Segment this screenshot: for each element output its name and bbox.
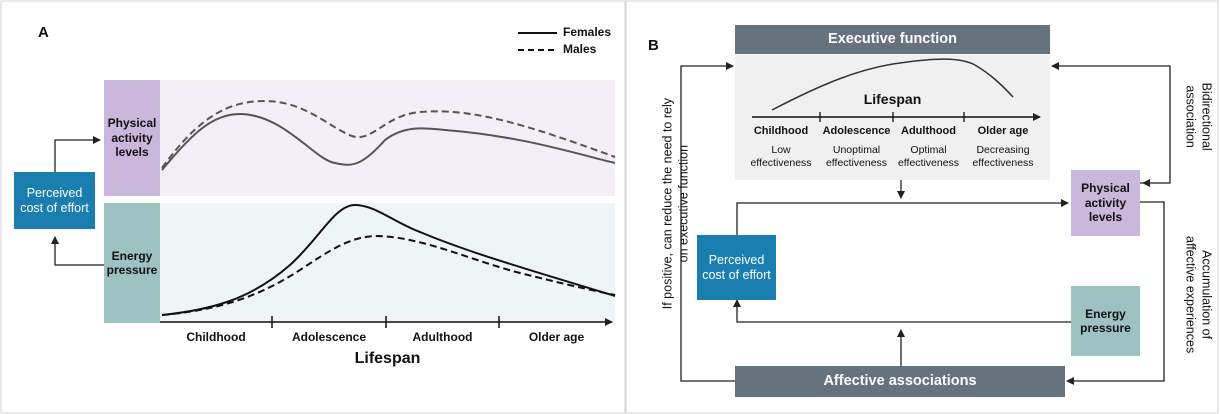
energy-females-curve (161, 203, 616, 316)
arrow-bidirectional-down (1142, 70, 1170, 183)
perceived-cost-box-b: Perceived cost of effort (697, 235, 776, 300)
accumulation-label: Accumulation of affective experiences (1182, 225, 1214, 365)
stage-name: Older age (977, 125, 1029, 137)
stage-desc-1: Unoptimal (832, 143, 881, 156)
left-loop-label-line2: on executive function (676, 144, 690, 263)
stage-adulthood-b: Adulthood Optimal effectiveness (891, 125, 966, 170)
panel-b-frame (625, 0, 1219, 414)
physical-females-curve (161, 112, 616, 171)
stage-desc-2: effectiveness (825, 156, 888, 169)
stage-label: Adolescence (291, 330, 367, 344)
stage-desc-2: effectiveness (750, 156, 812, 169)
stage-adolescence-b: Adolescence Unoptimal effectiveness (818, 125, 895, 170)
lifespan-label-b: Lifespan (863, 91, 922, 107)
energy-pressure-label: Energy pressure (106, 248, 158, 277)
physical-activity-label-b: Physical activity levels (1081, 181, 1130, 225)
panel-a-frame (0, 0, 626, 414)
energy-band (160, 203, 615, 323)
arrow-perceived-to-physical-b (736, 199, 1069, 235)
energy-males-curve (161, 234, 616, 316)
arrow-bidirectional-up (1051, 62, 1171, 184)
stage-desc-1: Decreasing (976, 143, 1030, 156)
stage-desc-1: Optimal (910, 143, 947, 156)
physical-males-curve (161, 99, 616, 169)
panel-b-letter: B (648, 37, 659, 54)
stage-desc-2: effectiveness (972, 156, 1034, 169)
perceived-cost-label-a: Perceived cost of effort (20, 185, 89, 215)
bidirectional-label-line2: association (1184, 85, 1198, 148)
physical-activity-box-b: Physical activity levels (1071, 170, 1140, 236)
executive-curve (771, 58, 1014, 111)
bidirectional-label-line1: Bidirectional (1199, 82, 1214, 151)
executive-function-label: Executive function (828, 30, 957, 47)
legend-males-label: Males (563, 42, 597, 56)
legend-females-label: Females (563, 25, 612, 39)
bidirectional-label: Bidirectional association (1182, 57, 1214, 177)
stage-name: Adolescence (822, 125, 891, 137)
stage-label: Older age (528, 330, 585, 344)
arrow-left-loop (680, 62, 735, 382)
stage-desc-2: effectiveness (897, 156, 960, 169)
stage-label: Childhood (186, 330, 246, 344)
arrow-perceived-to-physical (54, 136, 101, 172)
arrow-accumulation (1066, 201, 1165, 385)
physical-activity-box: Physical activity levels (104, 80, 160, 196)
physical-activity-label: Physical activity levels (107, 116, 157, 160)
accumulation-label-line2: affective experiences (1184, 236, 1198, 354)
affective-associations-label: Affective associations (823, 372, 977, 389)
executive-function-box: Executive function (735, 25, 1050, 54)
affective-associations-box: Affective associations (735, 366, 1065, 397)
stage-label: Adulthood (412, 330, 473, 344)
left-loop-label-line1: If positive, can reduce the need to rely (660, 98, 675, 310)
stage-desc-1: Low (771, 143, 791, 156)
panel-a-letter: A (38, 24, 49, 41)
energy-pressure-box-b: Energy pressure (1071, 286, 1140, 356)
arrow-bidirectional-head (1142, 179, 1150, 187)
energy-pressure-box: Energy pressure (104, 203, 160, 323)
perceived-cost-box-a: Perceived cost of effort (14, 172, 95, 229)
perceived-cost-label-b: Perceived cost of effort (702, 252, 771, 282)
stage-older-age-b: Older age Decreasing effectiveness (963, 125, 1043, 170)
stage-name: Childhood (753, 125, 809, 137)
arrow-energy-to-perceived (51, 236, 104, 266)
stage-childhood-b: Childhood Low effectiveness (742, 125, 820, 170)
arrow-energy-to-perceived-b (733, 299, 1071, 323)
left-loop-label: If positive, can reduce the need to rely… (660, 44, 691, 364)
accumulation-label-line1: Accumulation of (1199, 250, 1214, 340)
stage-name: Adulthood (901, 125, 956, 137)
energy-pressure-label-b: Energy pressure (1080, 306, 1131, 335)
lifespan-axis-label: Lifespan (354, 350, 421, 367)
